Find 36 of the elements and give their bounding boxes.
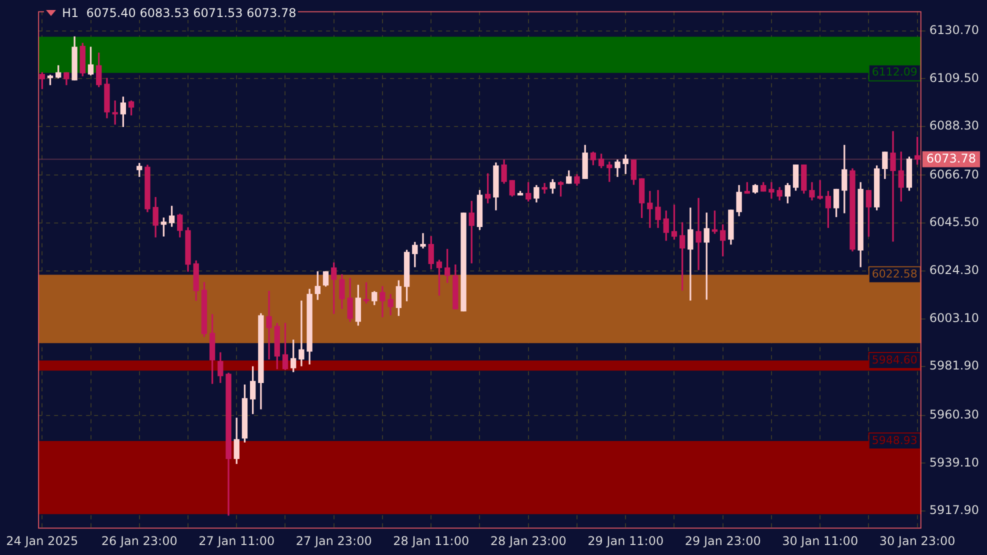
y-tick-label: 6045.50: [929, 215, 979, 230]
x-tick-label: 29 Jan 11:00: [588, 534, 664, 548]
chart-title: H1 6075.40 6083.53 6071.53 6073.78: [62, 6, 296, 20]
x-tick-label: 30 Jan 11:00: [782, 534, 858, 548]
y-tick-label: 5939.10: [929, 455, 979, 470]
candlestick: [112, 100, 118, 125]
x-tick-label: 28 Jan 11:00: [393, 534, 470, 548]
candlestick: [298, 300, 304, 366]
band-label: 6112.09: [872, 66, 918, 79]
candlestick: [890, 131, 896, 242]
candlestick: [768, 182, 774, 199]
y-tick-label: 6066.70: [929, 167, 979, 182]
x-tick-label: 27 Jan 11:00: [198, 534, 275, 548]
ref-line-label: 6073.78: [926, 151, 976, 166]
y-tick-label: 5960.30: [929, 407, 979, 422]
band-label: 5948.93: [872, 434, 918, 447]
candlestick: [266, 290, 272, 360]
x-tick-label: 30 Jan 23:00: [879, 534, 956, 548]
y-tick-label: 6130.70: [929, 22, 979, 37]
candlestick: [688, 208, 694, 301]
y-tick-label: 6003.10: [929, 310, 979, 325]
x-tick-label: 28 Jan 23:00: [490, 534, 566, 548]
x-tick-label: 24 Jan 2025: [6, 534, 78, 548]
band-label: 5984.60: [872, 353, 918, 366]
y-tick-label: 6109.50: [929, 70, 979, 85]
y-tick-label: 6088.30: [929, 118, 979, 133]
x-tick-label: 26 Jan 23:00: [101, 534, 178, 548]
candlestick: [542, 183, 548, 194]
y-tick-label: 6024.30: [929, 263, 979, 278]
x-tick-label: 29 Jan 23:00: [684, 534, 761, 548]
y-tick-label: 5917.90: [929, 503, 979, 518]
candlestick: [696, 198, 702, 270]
band-label: 6022.58: [872, 268, 918, 281]
candlestick: [420, 233, 426, 248]
x-tick-label: 27 Jan 23:00: [296, 534, 372, 548]
y-tick-label: 5981.90: [929, 358, 979, 373]
